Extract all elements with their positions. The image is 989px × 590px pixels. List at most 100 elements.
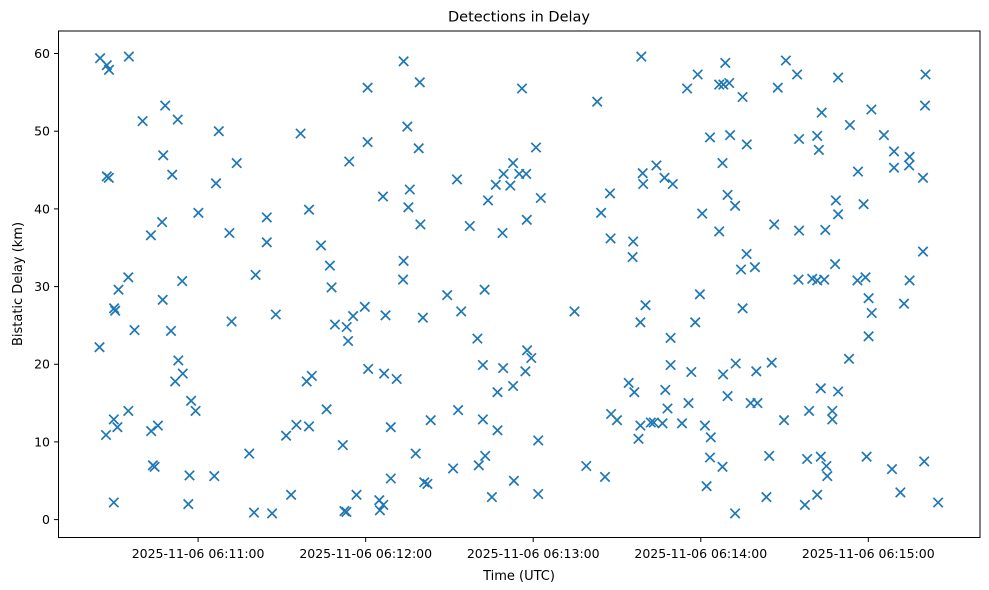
data-point xyxy=(108,414,120,425)
data-point xyxy=(863,330,874,342)
data-point xyxy=(815,451,827,463)
data-point xyxy=(580,460,592,472)
data-point xyxy=(520,168,532,180)
data-point xyxy=(243,448,255,459)
data-point xyxy=(329,319,341,330)
data-point xyxy=(250,269,261,281)
data-point xyxy=(735,264,747,275)
data-point xyxy=(826,405,838,417)
data-point xyxy=(492,386,503,398)
data-point xyxy=(451,174,463,185)
data-point xyxy=(713,226,725,237)
data-point xyxy=(486,491,498,503)
data-point xyxy=(689,316,701,328)
data-point xyxy=(657,417,668,429)
data-point xyxy=(791,69,803,80)
data-point xyxy=(291,419,302,431)
data-point xyxy=(447,463,459,474)
data-point xyxy=(750,365,762,377)
data-point xyxy=(662,403,673,414)
data-point xyxy=(696,208,708,219)
data-point xyxy=(122,271,134,283)
data-point xyxy=(377,191,389,202)
data-point xyxy=(919,100,931,111)
data-point xyxy=(477,359,489,371)
data-point xyxy=(113,284,124,296)
data-point xyxy=(184,470,195,481)
data-point xyxy=(829,258,841,270)
data-point xyxy=(374,504,386,516)
data-point xyxy=(472,333,483,344)
data-point xyxy=(819,224,831,236)
data-point xyxy=(648,417,660,428)
data-point xyxy=(858,198,869,210)
data-point xyxy=(627,251,638,263)
data-point xyxy=(94,341,105,353)
data-point xyxy=(398,55,409,67)
y-tick-label: 10 xyxy=(34,434,50,449)
data-point xyxy=(676,417,688,429)
data-point xyxy=(149,461,160,473)
data-point xyxy=(595,207,607,219)
data-point xyxy=(813,144,825,156)
data-point xyxy=(730,358,742,369)
data-point xyxy=(659,172,670,184)
data-point xyxy=(888,162,900,174)
x-tick-label: 2025-11-06 06:15:00 xyxy=(802,546,935,561)
data-point xyxy=(507,380,519,392)
data-point xyxy=(169,376,181,387)
data-point xyxy=(752,397,763,409)
data-point xyxy=(719,57,731,69)
data-point xyxy=(844,119,856,131)
data-point xyxy=(749,261,761,273)
data-point xyxy=(295,128,306,139)
data-point xyxy=(713,79,725,90)
data-point xyxy=(208,470,220,482)
data-point xyxy=(724,129,736,141)
data-point xyxy=(441,289,453,301)
data-point xyxy=(108,497,120,508)
data-point xyxy=(398,255,409,267)
y-tick-label: 40 xyxy=(34,201,50,216)
data-point xyxy=(645,417,657,428)
data-point xyxy=(377,499,389,511)
data-point xyxy=(898,298,910,310)
data-point xyxy=(425,414,437,426)
data-point xyxy=(811,130,823,142)
x-tick-label: 2025-11-06 06:11:00 xyxy=(132,546,265,561)
data-point xyxy=(761,491,772,503)
data-point xyxy=(637,167,649,179)
data-point xyxy=(737,302,748,314)
data-point xyxy=(122,405,134,417)
data-point xyxy=(863,292,874,304)
data-point xyxy=(224,227,235,239)
data-point xyxy=(401,121,413,132)
data-point xyxy=(248,507,260,518)
data-point xyxy=(303,421,315,432)
data-point xyxy=(741,248,752,260)
data-point xyxy=(516,83,528,94)
data-point xyxy=(665,332,676,344)
x-tick-label: 2025-11-06 06:13:00 xyxy=(467,546,600,561)
y-tick-label: 50 xyxy=(34,124,50,139)
data-point xyxy=(347,310,359,322)
data-point xyxy=(521,344,533,356)
data-point xyxy=(599,471,611,483)
data-point xyxy=(705,431,717,443)
data-point xyxy=(918,456,930,467)
data-point xyxy=(832,72,844,83)
data-point xyxy=(415,219,426,230)
data-point xyxy=(904,275,915,286)
data-point xyxy=(741,139,753,150)
data-point xyxy=(532,435,544,446)
data-point xyxy=(477,414,489,425)
x-tick-label: 2025-11-06 06:12:00 xyxy=(299,546,432,561)
data-point xyxy=(683,397,694,409)
data-point xyxy=(342,335,354,347)
data-point xyxy=(341,506,352,518)
data-point xyxy=(261,236,273,248)
data-point xyxy=(659,384,671,396)
data-point xyxy=(324,260,336,271)
data-point xyxy=(605,233,616,244)
